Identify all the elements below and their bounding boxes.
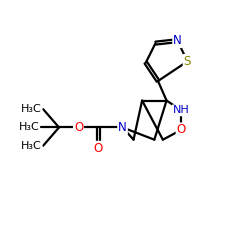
Text: H₃C: H₃C — [21, 104, 42, 114]
Text: O: O — [74, 121, 83, 134]
Text: H₃C: H₃C — [19, 122, 40, 132]
Text: O: O — [94, 142, 103, 155]
Text: H₃C: H₃C — [21, 141, 42, 151]
Text: N: N — [173, 34, 182, 47]
Text: O: O — [176, 124, 186, 136]
Text: NH: NH — [173, 105, 190, 115]
Text: N: N — [118, 121, 127, 134]
Text: S: S — [184, 55, 191, 68]
